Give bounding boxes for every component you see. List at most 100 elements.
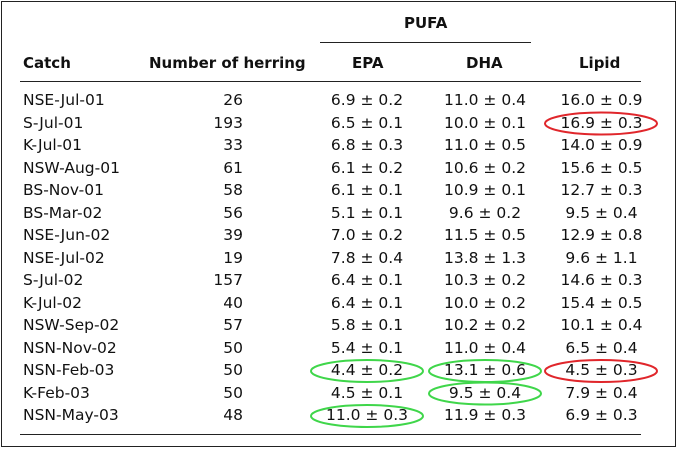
catch-cell: BS-Mar-02	[23, 203, 103, 222]
epa-cell: 6.5 ± 0.1	[330, 113, 404, 132]
epa-cell: 11.0 ± 0.3	[325, 406, 408, 424]
table-row: S-Jul-02 157 6.4 ± 0.1 10.3 ± 0.2 14.6 ± 0.3	[0, 269, 679, 292]
table-row: NSN-May-03 48 11.0 ± 0.3 11.9 ± 0.3 6.9 ± 0.…	[0, 404, 679, 427]
table-row: NSE-Jun-02 39 7.0 ± 0.2 11.5 ± 0.5 12.9 ± 0.…	[0, 224, 679, 247]
dha-cell: 11.0 ± 0.4	[443, 91, 526, 109]
catch-cell: K-Jul-02	[23, 293, 83, 312]
lipid-cell: 15.4 ± 0.5	[560, 293, 643, 312]
dha-cell: 10.3 ± 0.2	[443, 271, 526, 289]
lipid-cell: 10.1 ± 0.4	[560, 316, 643, 334]
table-row: NSW-Aug-01 61 6.1 ± 0.2 10.6 ± 0.2 15.6 ± 0.…	[0, 157, 679, 180]
table-row: S-Jul-01 193 6.5 ± 0.1 10.0 ± 0.1 16.9 ± 0.3	[0, 112, 679, 135]
epa-cell: 6.1 ± 0.2	[330, 158, 404, 177]
epa-cell: 6.4 ± 0.1	[330, 271, 404, 289]
catch-cell: NSW-Aug-01	[23, 158, 120, 177]
lipid-cell: 12.7 ± 0.3	[560, 181, 643, 199]
herring-count-cell: 157	[213, 271, 243, 289]
catch-cell: S-Jul-01	[23, 113, 84, 132]
catch-cell: NSN-May-03	[23, 406, 119, 424]
herring-count-cell: 19	[223, 248, 243, 267]
catch-cell: NSN-Nov-02	[23, 338, 117, 357]
herring-count-cell: 58	[223, 181, 243, 199]
dha-cell: 10.6 ± 0.2	[443, 158, 526, 177]
epa-cell: 5.1 ± 0.1	[330, 203, 404, 222]
lipid-cell: 6.5 ± 0.4	[565, 338, 638, 357]
epa-cell: 4.5 ± 0.1	[330, 383, 404, 402]
table-row: NSE-Jul-01 26 6.9 ± 0.2 11.0 ± 0.4 16.0 ± 0.…	[0, 89, 679, 112]
table-row: NSN-Nov-02 50 5.4 ± 0.1 11.0 ± 0.4 6.5 ± 0.4	[0, 337, 679, 360]
lipid-cell: 14.0 ± 0.9	[560, 136, 643, 154]
dha-cell: 11.0 ± 0.5	[443, 136, 526, 154]
col-header-epa: EPA	[352, 54, 384, 72]
table-row: NSN-Feb-03 50 4.4 ± 0.2 13.1 ± 0.6 4.5 ± 0.3	[0, 359, 679, 382]
herring-count-cell: 50	[223, 383, 243, 402]
catch-cell: NSE-Jul-02	[23, 248, 105, 267]
dha-cell: 9.5 ± 0.4	[448, 383, 522, 402]
bottom-rule	[20, 434, 641, 435]
herring-count-cell: 40	[223, 293, 243, 312]
dha-cell: 13.8 ± 1.3	[443, 248, 526, 267]
lipid-cell: 9.6 ± 1.1	[565, 248, 638, 267]
catch-cell: NSE-Jun-02	[23, 226, 111, 244]
herring-count-cell: 61	[223, 158, 243, 177]
col-header-catch: Catch	[23, 54, 71, 72]
table-row: K-Feb-03 50 4.5 ± 0.1 9.5 ± 0.4 7.9 ± 0.4	[0, 382, 679, 405]
herring-count-cell: 26	[223, 91, 243, 109]
dha-cell: 13.1 ± 0.6	[443, 361, 526, 379]
dha-cell: 11.5 ± 0.5	[443, 226, 526, 244]
herring-count-cell: 50	[223, 338, 243, 357]
lipid-cell: 14.6 ± 0.3	[560, 271, 643, 289]
table-row: K-Jul-02 40 6.4 ± 0.1 10.0 ± 0.2 15.4 ± 0.5	[0, 292, 679, 315]
herring-count-cell: 193	[213, 113, 243, 132]
pufa-group-rule	[320, 42, 531, 43]
dha-cell: 10.0 ± 0.2	[443, 293, 526, 312]
lipid-cell: 12.9 ± 0.8	[560, 226, 643, 244]
catch-cell: NSW-Sep-02	[23, 316, 120, 334]
epa-cell: 6.4 ± 0.1	[330, 293, 404, 312]
dha-cell: 10.2 ± 0.2	[443, 316, 526, 334]
herring-count-cell: 50	[223, 361, 243, 379]
col-header-lipid: Lipid	[579, 54, 621, 72]
catch-cell: S-Jul-02	[23, 271, 84, 289]
lipid-cell: 15.6 ± 0.5	[560, 158, 643, 177]
epa-cell: 5.4 ± 0.1	[330, 338, 404, 357]
catch-cell: K-Feb-03	[23, 383, 90, 402]
catch-cell: NSN-Feb-03	[23, 361, 115, 379]
epa-cell: 5.8 ± 0.1	[330, 316, 404, 334]
herring-count-cell: 48	[223, 406, 243, 424]
table-row: BS-Nov-01 58 6.1 ± 0.1 10.9 ± 0.1 12.7 ± 0.3	[0, 179, 679, 202]
dha-cell: 11.9 ± 0.3	[443, 406, 526, 424]
epa-cell: 4.4 ± 0.2	[330, 361, 404, 379]
epa-cell: 6.1 ± 0.1	[330, 181, 404, 199]
lipid-cell: 16.9 ± 0.3	[560, 113, 643, 132]
herring-count-cell: 39	[223, 226, 243, 244]
pufa-group-header: PUFA	[404, 14, 448, 32]
lipid-cell: 4.5 ± 0.3	[565, 361, 638, 379]
table-row: NSE-Jul-02 19 7.8 ± 0.4 13.8 ± 1.3 9.6 ± 1.1	[0, 247, 679, 270]
catch-cell: K-Jul-01	[23, 136, 83, 154]
catch-cell: BS-Nov-01	[23, 181, 104, 199]
col-header-number: Number of herring	[149, 54, 306, 72]
lipid-cell: 7.9 ± 0.4	[565, 383, 638, 402]
lipid-cell: 16.0 ± 0.9	[560, 91, 643, 109]
herring-count-cell: 56	[223, 203, 243, 222]
epa-cell: 6.8 ± 0.3	[330, 136, 404, 154]
header-rule	[20, 81, 641, 82]
dha-cell: 9.6 ± 0.2	[448, 203, 522, 222]
epa-cell: 7.0 ± 0.2	[330, 226, 404, 244]
table-row: K-Jul-01 33 6.8 ± 0.3 11.0 ± 0.5 14.0 ± 0.9	[0, 134, 679, 157]
col-header-dha: DHA	[466, 54, 503, 72]
catch-cell: NSE-Jul-01	[23, 91, 105, 109]
dha-cell: 11.0 ± 0.4	[443, 338, 526, 357]
herring-count-cell: 33	[223, 136, 243, 154]
dha-cell: 10.0 ± 0.1	[443, 113, 526, 132]
lipid-cell: 9.5 ± 0.4	[565, 203, 638, 222]
lipid-cell: 6.9 ± 0.3	[565, 406, 638, 424]
herring-count-cell: 57	[223, 316, 243, 334]
epa-cell: 6.9 ± 0.2	[330, 91, 404, 109]
table-row: BS-Mar-02 56 5.1 ± 0.1 9.6 ± 0.2 9.5 ± 0.4	[0, 202, 679, 225]
table-row: NSW-Sep-02 57 5.8 ± 0.1 10.2 ± 0.2 10.1 ± 0.…	[0, 314, 679, 337]
dha-cell: 10.9 ± 0.1	[443, 181, 526, 199]
epa-cell: 7.8 ± 0.4	[330, 248, 404, 267]
